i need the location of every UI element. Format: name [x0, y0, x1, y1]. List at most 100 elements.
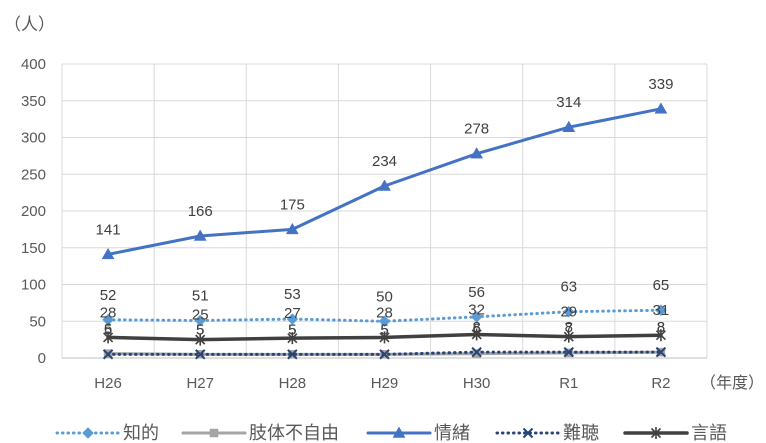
legend-label: 言語	[691, 423, 727, 443]
legend-label: 難聴	[563, 423, 599, 443]
data-label-physical-disability: 8	[657, 319, 665, 336]
data-label-speech: 28	[100, 304, 117, 321]
series-group	[101, 102, 668, 360]
x-axis-unit-label: （年度）	[700, 374, 764, 392]
legend-label: 肢体不自由	[249, 423, 339, 443]
data-label-physical-disability: 5	[380, 321, 388, 338]
legend-item-speech: 言語	[623, 423, 727, 443]
x-tick-label: H27	[186, 375, 214, 392]
data-label-speech: 27	[284, 305, 301, 322]
data-label-speech: 25	[192, 307, 209, 324]
legend-marker-x	[522, 427, 534, 439]
legend-marker-triangle	[392, 426, 406, 438]
data-point-speech	[287, 332, 298, 345]
data-label-intellectual: 51	[192, 288, 209, 305]
y-tick-label: 50	[29, 313, 46, 330]
data-point-speech	[195, 333, 206, 346]
series-hearing	[102, 346, 667, 360]
data-point-hearing	[195, 349, 206, 360]
series-emotional	[101, 102, 668, 260]
data-point-intellectual	[470, 310, 483, 323]
data-label-physical-disability: 7	[565, 320, 573, 337]
data-label-emotional: 278	[464, 121, 489, 138]
data-point-speech	[103, 331, 114, 344]
y-tick-label: 0	[38, 350, 46, 367]
x-axis-tick-labels: H26 H27 H28 H29 H30 R1 R2	[94, 375, 670, 392]
data-label-emotional: 166	[188, 203, 213, 220]
legend-item-emotional: 情緒	[366, 423, 470, 443]
x-tick-label: R1	[559, 375, 578, 392]
legend-label: 知的	[123, 423, 159, 443]
data-label-physical-disability: 6	[104, 321, 112, 338]
data-point-emotional	[562, 120, 576, 132]
y-axis-unit-label: （人）	[4, 15, 55, 34]
data-point-intellectual	[378, 315, 391, 328]
x-tick-label: H28	[279, 375, 307, 392]
legend-marker-square	[209, 428, 219, 438]
data-point-speech	[655, 329, 666, 342]
data-point-intellectual	[194, 314, 207, 327]
data-point-emotional	[285, 222, 299, 235]
data-point-speech	[379, 331, 390, 344]
y-tick-label: 350	[21, 93, 46, 110]
x-tick-label: H29	[371, 375, 399, 392]
data-label-hearing: 8	[657, 319, 665, 336]
data-label-intellectual: 65	[653, 277, 670, 294]
y-tick-label: 250	[21, 166, 46, 183]
data-point-speech	[471, 328, 482, 341]
data-label-intellectual: 53	[284, 286, 301, 303]
plot-grid	[61, 63, 708, 359]
data-label-speech: 32	[468, 301, 485, 318]
legend-label: 情緒	[434, 423, 470, 443]
data-label-speech: 29	[560, 304, 577, 321]
data-label-hearing: 8	[565, 319, 573, 336]
data-label-emotional: 339	[648, 76, 673, 93]
data-point-hearing	[471, 346, 482, 358]
data-point-emotional	[193, 229, 207, 241]
data-label-hearing: 8	[472, 319, 480, 336]
x-tick-label: R2	[651, 375, 670, 392]
y-tick-label: 200	[21, 203, 46, 220]
data-label-emotional: 314	[556, 94, 581, 111]
data-label-hearing: 5	[380, 321, 388, 338]
legend-marker-diamond	[82, 427, 94, 439]
data-label-intellectual: 56	[468, 284, 485, 301]
data-label-intellectual: 50	[376, 288, 393, 305]
data-point-hearing	[287, 349, 298, 360]
data-label-intellectual: 52	[100, 287, 117, 304]
y-tick-label: 150	[21, 240, 46, 257]
data-label-physical-disability: 5	[196, 321, 204, 338]
data-point-emotional	[470, 147, 484, 159]
data-label-intellectual: 63	[560, 279, 577, 296]
data-label-speech: 31	[653, 302, 670, 319]
data-label-emotional: 234	[372, 153, 397, 170]
data-point-intellectual	[562, 305, 575, 318]
data-point-intellectual	[102, 313, 114, 326]
data-label-physical-disability: 5	[288, 321, 296, 338]
legend-marker-asterisk	[650, 427, 662, 439]
data-point-hearing	[655, 346, 667, 358]
data-point-emotional	[378, 179, 391, 191]
legend-item-hearing: 難聴	[495, 423, 599, 443]
data-label-hearing: 5	[196, 321, 204, 338]
data-label-emotional: 175	[280, 196, 305, 213]
series-speech	[103, 328, 666, 346]
data-point-speech	[563, 330, 574, 343]
data-label-physical-disability: 6	[472, 321, 480, 338]
data-point-hearing	[102, 349, 114, 360]
legend-item-physical-disability: 肢体不自由	[181, 423, 339, 443]
x-tick-label: H26	[94, 375, 122, 392]
data-label-speech: 28	[376, 304, 393, 321]
series-intellectual	[102, 304, 667, 328]
x-tick-label: H30	[463, 375, 491, 392]
y-axis-tick-labels: 0 50 100 150 200 250 300 350 400	[21, 56, 46, 367]
y-tick-label: 300	[21, 130, 46, 147]
data-label-hearing: 5	[288, 321, 296, 338]
data-label-emotional: 141	[96, 221, 121, 238]
data-point-hearing	[379, 349, 390, 360]
data-point-hearing	[563, 346, 574, 358]
data-point-intellectual	[655, 304, 667, 317]
data-point-emotional	[654, 102, 668, 114]
